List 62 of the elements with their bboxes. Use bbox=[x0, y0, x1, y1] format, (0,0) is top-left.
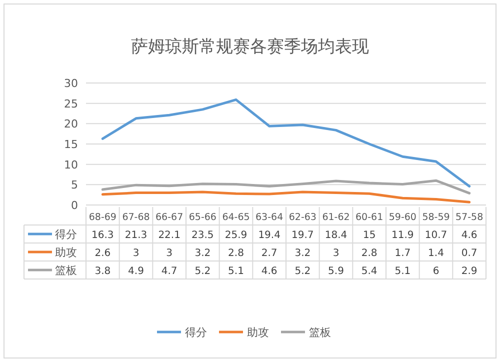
data-label: 5.1 bbox=[394, 266, 411, 277]
data-label: 4.9 bbox=[128, 266, 144, 277]
data-label: 5.2 bbox=[294, 266, 311, 277]
x-tick-label: 64-65 bbox=[222, 212, 250, 223]
x-tick-label: 67-68 bbox=[122, 212, 150, 223]
y-tick-label: 15 bbox=[64, 138, 78, 151]
data-label: 3 bbox=[166, 248, 173, 259]
y-tick-label: 5 bbox=[71, 178, 78, 192]
data-label: 2.9 bbox=[461, 266, 478, 277]
data-label: 3 bbox=[332, 248, 340, 259]
y-tick-label: 0 bbox=[71, 199, 78, 212]
data-label: 21.3 bbox=[124, 230, 148, 241]
y-tick-label: 20 bbox=[64, 118, 78, 131]
text: 篮板 bbox=[309, 326, 331, 339]
data-label: 2.8 bbox=[361, 248, 378, 259]
data-label: 18.4 bbox=[324, 230, 348, 241]
data-label: 4.6 bbox=[461, 230, 478, 241]
x-tick-label: 62-63 bbox=[288, 212, 316, 223]
data-label: 0.7 bbox=[461, 248, 478, 259]
data-label: 15 bbox=[362, 230, 376, 241]
data-label: 2.8 bbox=[228, 248, 244, 259]
data-label: 19.4 bbox=[258, 230, 280, 241]
data-label: 3.8 bbox=[94, 266, 111, 277]
x-tick-label: 58-59 bbox=[422, 212, 450, 223]
data-label: 11.9 bbox=[392, 230, 414, 241]
data-label: 23.5 bbox=[192, 230, 214, 241]
x-tick-label: 59-60 bbox=[388, 212, 416, 223]
data-label: 4.6 bbox=[261, 266, 278, 277]
data-label: 1.4 bbox=[428, 248, 444, 259]
data-label: 6 bbox=[432, 266, 440, 277]
text: 助攻 bbox=[247, 326, 269, 339]
chart-title: 萨姆琼斯常规赛各赛季场均表现 bbox=[131, 37, 369, 56]
data-label: 5.4 bbox=[361, 266, 378, 277]
data-label: 25.9 bbox=[224, 230, 248, 241]
legend-label: 篮板 bbox=[55, 264, 77, 277]
x-tick-label: 63-64 bbox=[256, 212, 284, 223]
data-label: 1.7 bbox=[394, 248, 411, 259]
x-tick-label: 61-62 bbox=[322, 212, 350, 223]
legend-label: 助攻 bbox=[55, 246, 77, 259]
data-label: 2.7 bbox=[261, 248, 278, 259]
y-tick-label: 25 bbox=[64, 97, 78, 110]
y-tick-label: 30 bbox=[64, 77, 78, 90]
x-tick-label: 65-66 bbox=[188, 212, 216, 223]
x-tick-label: 60-61 bbox=[356, 212, 384, 223]
text: 得分 bbox=[185, 326, 207, 339]
data-label: 5.9 bbox=[328, 266, 344, 277]
x-tick-label: 66-67 bbox=[156, 212, 184, 223]
data-label: 5.2 bbox=[194, 266, 211, 277]
data-label: 19.7 bbox=[292, 230, 314, 241]
x-tick-label: 68-69 bbox=[88, 212, 116, 223]
legend-label: 得分 bbox=[55, 228, 77, 241]
data-label: 10.7 bbox=[424, 230, 448, 241]
data-label: 3 bbox=[132, 248, 140, 259]
data-label: 22.1 bbox=[158, 230, 180, 241]
x-tick-label: 57-58 bbox=[456, 212, 484, 223]
data-label: 3.2 bbox=[194, 248, 211, 259]
data-label: 16.3 bbox=[92, 230, 114, 241]
data-label: 3.2 bbox=[294, 248, 311, 259]
data-label: 2.6 bbox=[94, 248, 111, 259]
data-label: 4.7 bbox=[161, 266, 178, 277]
data-label: 5.1 bbox=[228, 266, 244, 277]
y-tick-label: 10 bbox=[64, 158, 78, 172]
